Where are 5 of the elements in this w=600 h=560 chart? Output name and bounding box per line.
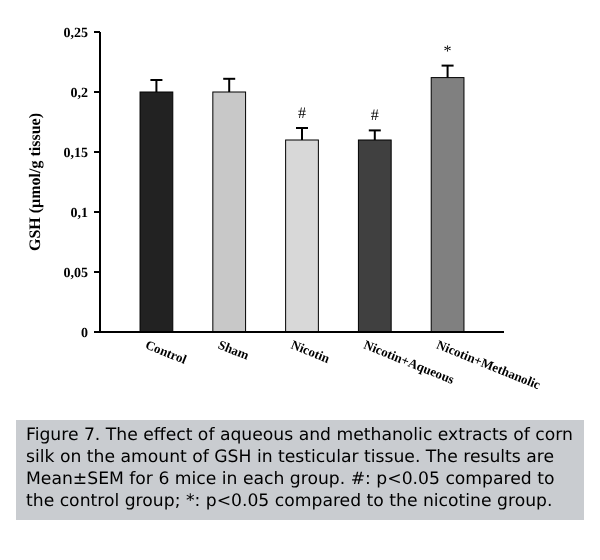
data-label: # bbox=[370, 106, 379, 125]
y-axis-title: GSH (µmol/g tissue) bbox=[26, 112, 44, 252]
caption: Figure 7. The effect of aqueous and methanolic extracts of corn silk on the amount of GSH in testicular tissue. The results are Mean±SEM for 6 mice in each group. #: p<0.05 compared to the control group; *: p<0.05 compared to the nicotine group. bbox=[16, 420, 584, 520]
data-label: # bbox=[298, 104, 306, 122]
data-label: * bbox=[443, 41, 452, 60]
